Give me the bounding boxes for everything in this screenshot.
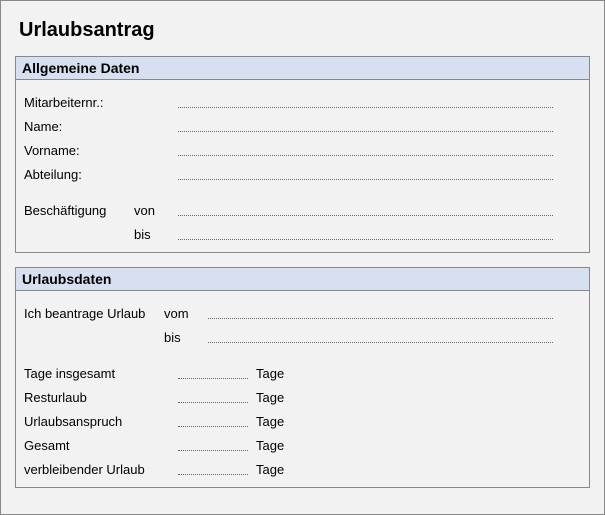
label-bis: bis [134,227,178,242]
page-title: Urlaubsantrag [19,19,590,42]
input-name[interactable] [178,118,553,132]
section-body-allgemeine: Mitarbeiternr.: Name: Vorname: Abteilung… [16,80,589,252]
unit-tage-3: Tage [256,414,284,429]
label-tage-insgesamt: Tage insgesamt [24,366,178,381]
row-resturlaub: Resturlaub Tage [24,381,581,405]
label-name: Name: [24,119,178,134]
row-name: Name: [24,110,581,134]
input-verbleibender[interactable] [178,461,248,475]
row-gesamt: Gesamt Tage [24,429,581,453]
section-urlaubsdaten: Urlaubsdaten Ich beantrage Urlaub vom bi… [15,267,590,488]
section-body-urlaubsdaten: Ich beantrage Urlaub vom bis Tage insges… [16,291,589,487]
form-page: Urlaubsantrag Allgemeine Daten Mitarbeit… [0,0,605,515]
row-tage-insgesamt: Tage insgesamt Tage [24,357,581,381]
row-beantrage-vom: Ich beantrage Urlaub vom [24,297,581,321]
label-abteilung: Abteilung: [24,167,178,182]
row-beantrage-bis: bis [24,321,581,345]
input-urlaubsanspruch[interactable] [178,413,248,427]
label-resturlaub: Resturlaub [24,390,178,405]
row-abteilung: Abteilung: [24,158,581,182]
input-urlaub-vom[interactable] [208,305,553,319]
row-urlaubsanspruch: Urlaubsanspruch Tage [24,405,581,429]
section-header-urlaubsdaten: Urlaubsdaten [16,268,589,291]
input-beschaeftigung-von[interactable] [178,202,553,216]
label-vom: vom [164,306,208,321]
input-vorname[interactable] [178,142,553,156]
section-header-allgemeine: Allgemeine Daten [16,57,589,80]
input-mitarbeiternr[interactable] [178,94,553,108]
row-mitarbeiternr: Mitarbeiternr.: [24,86,581,110]
row-beschaeftigung-von: Beschäftigung von [24,194,581,218]
label-vorname: Vorname: [24,143,178,158]
unit-tage-5: Tage [256,462,284,477]
input-urlaub-bis[interactable] [208,329,553,343]
input-gesamt[interactable] [178,437,248,451]
label-beschaeftigung: Beschäftigung [24,203,134,218]
label-verbleibender: verbleibender Urlaub [24,462,178,477]
row-vorname: Vorname: [24,134,581,158]
row-beschaeftigung-bis: bis [24,218,581,242]
label-von: von [134,203,178,218]
unit-tage-4: Tage [256,438,284,453]
input-abteilung[interactable] [178,166,553,180]
input-resturlaub[interactable] [178,389,248,403]
label-mitarbeiternr: Mitarbeiternr.: [24,95,178,110]
unit-tage-2: Tage [256,390,284,405]
unit-tage-1: Tage [256,366,284,381]
input-tage-insgesamt[interactable] [178,365,248,379]
input-beschaeftigung-bis[interactable] [178,226,553,240]
label-ich-beantrage: Ich beantrage Urlaub [24,306,164,321]
label-urlaubsanspruch: Urlaubsanspruch [24,414,178,429]
row-verbleibender: verbleibender Urlaub Tage [24,453,581,477]
label-gesamt: Gesamt [24,438,178,453]
label-bis2: bis [164,330,208,345]
section-allgemeine-daten: Allgemeine Daten Mitarbeiternr.: Name: V… [15,56,590,253]
